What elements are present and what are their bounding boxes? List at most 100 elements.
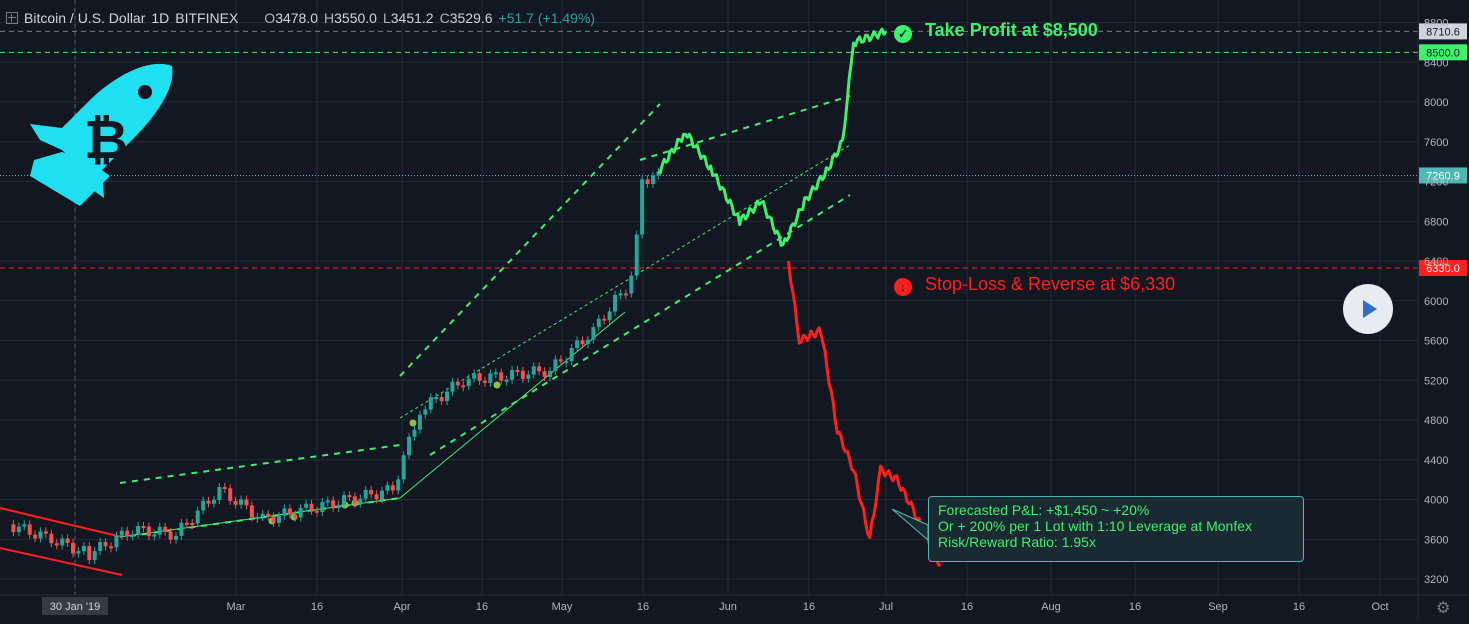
y-tick-label: 4000 bbox=[1424, 495, 1448, 507]
take-profit-label: Take Profit at $8,500 bbox=[925, 20, 1098, 40]
candle-body bbox=[22, 524, 27, 527]
rocket-fin bbox=[30, 152, 110, 206]
candle-body bbox=[65, 538, 70, 543]
price-tag-label: 6330.0 bbox=[1426, 263, 1460, 275]
x-tick-label: Jul bbox=[879, 601, 893, 613]
candle-body bbox=[363, 489, 368, 499]
candle-body bbox=[168, 531, 173, 540]
y-tick-label: 5200 bbox=[1424, 375, 1448, 387]
candle-body bbox=[580, 340, 585, 345]
y-tick-label: 8800 bbox=[1424, 18, 1448, 30]
close-value: 3529.6 bbox=[449, 10, 493, 26]
y-tick-label: 4400 bbox=[1424, 455, 1448, 467]
exchange: BITFINEX bbox=[175, 10, 239, 26]
forecast-callout: Forecasted P&L: +$1,450 ~ +20% Or + 200%… bbox=[928, 496, 1304, 562]
rocket-bitcoin-icon bbox=[30, 63, 173, 199]
y-tick-label: 3600 bbox=[1424, 534, 1448, 546]
symbol-title[interactable]: Bitcoin / U.S. Dollar bbox=[24, 10, 146, 26]
candle-body bbox=[564, 361, 569, 364]
price-tag-label: 7260.9 bbox=[1426, 170, 1460, 182]
candle-body bbox=[239, 499, 244, 505]
y-tick-label: 7600 bbox=[1424, 137, 1448, 149]
candle-body bbox=[98, 541, 103, 552]
candle-body bbox=[645, 179, 650, 184]
candle-body bbox=[92, 551, 97, 561]
candle-body bbox=[108, 546, 113, 549]
expand-icon[interactable] bbox=[6, 12, 18, 24]
candle-body bbox=[271, 516, 276, 523]
candle-body bbox=[455, 381, 460, 386]
forecast-up-line bbox=[657, 27, 888, 247]
price-tag-bg bbox=[1419, 44, 1467, 61]
stop-loss-label: Stop-Loss & Reverse at $6,330 bbox=[925, 274, 1176, 294]
candle-body bbox=[629, 275, 634, 294]
candle-body bbox=[396, 479, 401, 491]
low-value: 3451.2 bbox=[390, 10, 434, 26]
candle-body bbox=[33, 534, 38, 539]
price-tag-label: 8500.0 bbox=[1426, 47, 1460, 59]
candle-body bbox=[287, 508, 292, 515]
candle-body bbox=[277, 515, 281, 523]
candle-body bbox=[146, 526, 151, 537]
candle-body bbox=[309, 503, 314, 511]
play-button[interactable] bbox=[1343, 284, 1393, 334]
gear-icon[interactable]: ⚙ bbox=[1436, 600, 1451, 617]
candle-body bbox=[434, 397, 439, 400]
candle-body bbox=[347, 495, 352, 498]
x-tick-label: Mar bbox=[227, 601, 246, 613]
candle-body bbox=[602, 318, 607, 321]
candle-body bbox=[298, 507, 303, 518]
candle-body bbox=[526, 374, 531, 379]
candle-body bbox=[412, 429, 417, 437]
candle-body bbox=[585, 339, 590, 345]
candle-body bbox=[439, 397, 444, 402]
rocket-window bbox=[138, 85, 152, 99]
candle-body bbox=[390, 485, 395, 491]
candle-body bbox=[228, 488, 233, 501]
candle-body bbox=[482, 380, 487, 383]
candle-body bbox=[504, 379, 509, 382]
candle-body bbox=[466, 378, 471, 387]
x-tick-label: Jun bbox=[719, 601, 737, 613]
interval[interactable]: 1D bbox=[151, 10, 170, 26]
candle-body bbox=[184, 522, 189, 525]
x-tick-label: Oct bbox=[1371, 601, 1388, 613]
candle-body bbox=[222, 486, 227, 489]
candle-body bbox=[472, 373, 477, 379]
candle-body bbox=[553, 359, 558, 371]
y-tick-label: 8400 bbox=[1424, 57, 1448, 69]
candle-body bbox=[260, 513, 265, 517]
price-tag-bg bbox=[1419, 259, 1467, 276]
candle-body bbox=[141, 526, 146, 529]
x-tick-label: Sep bbox=[1208, 601, 1228, 613]
candle-body bbox=[369, 489, 374, 495]
down-arrow-circle-icon: ↓ bbox=[894, 278, 912, 296]
candle-body bbox=[493, 372, 498, 375]
legend-header: Bitcoin / U.S. Dollar 1D BITFINEX O 3478.… bbox=[6, 8, 595, 28]
y-tick-label: 6000 bbox=[1424, 296, 1448, 308]
candle-body bbox=[575, 340, 580, 349]
price-tag-bg bbox=[1419, 23, 1467, 40]
candle-body bbox=[520, 370, 525, 379]
y-tick-label: 6400 bbox=[1424, 256, 1448, 268]
trend-line bbox=[0, 507, 123, 538]
candle-body bbox=[206, 500, 211, 504]
candle-body bbox=[217, 486, 222, 501]
candle-body bbox=[114, 535, 119, 548]
candle-body bbox=[179, 522, 184, 536]
forecast-line-2: Or + 200% per 1 Lot with 1:10 Leverage a… bbox=[938, 518, 1253, 534]
candle-body bbox=[325, 500, 330, 503]
forecast-down-line bbox=[787, 260, 942, 568]
candle-body bbox=[634, 234, 639, 276]
y-tick-label: 5600 bbox=[1424, 336, 1448, 348]
signal-dot bbox=[409, 419, 417, 427]
play-icon bbox=[1363, 300, 1377, 318]
change-value: +51.7 (+1.49%) bbox=[498, 10, 596, 26]
candle-body bbox=[401, 455, 406, 480]
candle-body bbox=[60, 538, 65, 546]
candle-body bbox=[407, 436, 412, 456]
y-tick-label: 4800 bbox=[1424, 415, 1448, 427]
x-tick-label: May bbox=[552, 601, 573, 613]
